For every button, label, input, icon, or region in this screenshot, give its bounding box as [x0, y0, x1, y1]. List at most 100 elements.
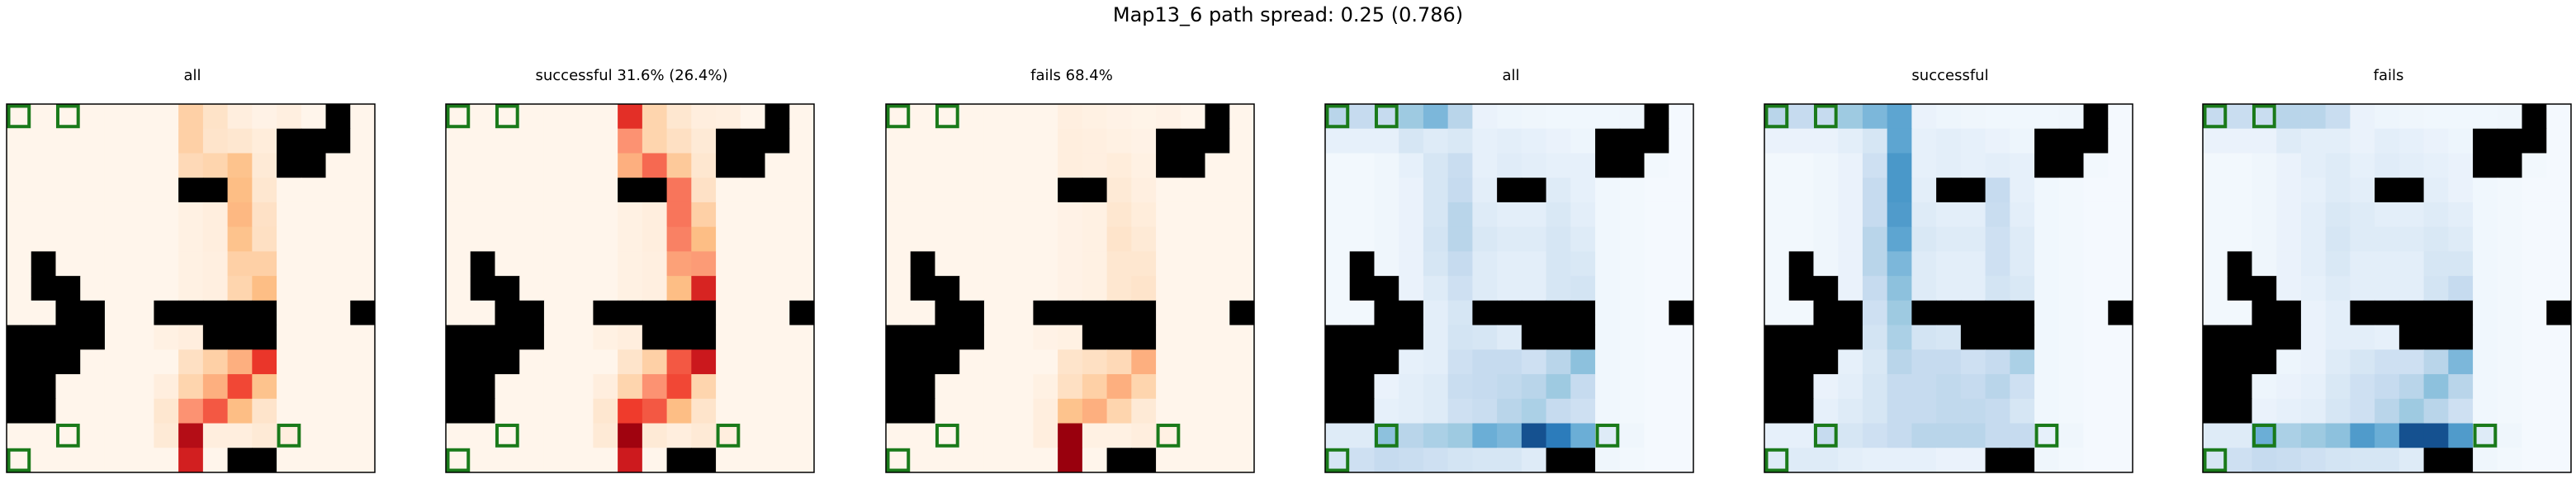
panel-title-2: successful 31.6% (26.4%) [535, 67, 728, 84]
heatmap-cell [1008, 104, 1034, 130]
heatmap-cell [1033, 226, 1058, 252]
heatmap-cell [1423, 153, 1449, 178]
plot-frame [1324, 103, 1694, 473]
heatmap-cell [959, 153, 985, 178]
heatmap-cell [1325, 300, 1351, 326]
heatmap-cell [789, 423, 815, 448]
goal-marker [1156, 424, 1181, 448]
heatmap-cell [1058, 153, 1083, 178]
heatmap-cell [1887, 276, 1912, 301]
heatmap-cell [154, 202, 179, 228]
heatmap-cell [1960, 202, 1986, 228]
heatmap-cell [2398, 128, 2425, 154]
heatmap-panel-6 [2202, 103, 2572, 473]
heatmap-cell [1205, 202, 1230, 228]
heatmap-cell [1669, 178, 1694, 203]
heatmap-cell [1838, 349, 1863, 375]
heatmap-cell [1619, 423, 1646, 448]
heatmap-cell [642, 398, 668, 424]
obstacle-cell [2375, 178, 2400, 203]
heatmap-cell [568, 251, 594, 277]
heatmap-cell [227, 226, 253, 252]
heatmap-cell [325, 325, 351, 350]
heatmap-cell [1423, 349, 1449, 375]
heatmap-cell [2083, 226, 2109, 252]
heatmap-cell [1447, 178, 1473, 203]
heatmap-cell [1497, 276, 1522, 301]
heatmap-cell [2497, 398, 2523, 424]
obstacle-cell [740, 128, 766, 154]
heatmap-cell [1936, 104, 1962, 130]
heatmap-cell [1813, 251, 1839, 277]
heatmap-cell [1205, 448, 1230, 473]
heatmap-cell [1106, 202, 1132, 228]
heatmap-cell [2227, 448, 2252, 473]
heatmap-cell [519, 153, 545, 178]
heatmap-cell [1349, 202, 1375, 228]
obstacle-cell [470, 398, 495, 424]
heatmap-cell [1862, 226, 1888, 252]
heatmap-cell [1229, 178, 1255, 203]
obstacle-cell [959, 300, 985, 326]
heatmap-cell [1619, 325, 1646, 350]
heatmap-cell [716, 423, 741, 448]
heatmap-cell [1374, 251, 1399, 277]
heatmap-cell [1936, 374, 1962, 400]
heatmap-cell [2083, 300, 2109, 326]
obstacle-cell [2058, 128, 2085, 154]
heatmap-cell [1570, 374, 1596, 400]
obstacle-cell [593, 300, 618, 326]
heatmap-cell [1862, 300, 1888, 326]
heatmap-cell [1960, 226, 1986, 252]
heatmap-cell [1546, 349, 1571, 375]
heatmap-cell [1936, 448, 1962, 473]
heatmap-cell [2325, 325, 2351, 350]
obstacle-cell [277, 128, 302, 154]
heatmap-cell [1521, 202, 1547, 228]
heatmap-cell [1156, 349, 1181, 375]
heatmap-cell [1813, 178, 1839, 203]
obstacle-cell [1106, 448, 1132, 473]
obstacle-cell [2448, 300, 2474, 326]
heatmap-cell [104, 226, 130, 252]
heatmap-cell [2300, 178, 2327, 203]
heatmap-cell [568, 398, 594, 424]
obstacle-cell [1374, 349, 1399, 375]
heatmap-cell [765, 251, 790, 277]
heatmap-cell [1862, 374, 1888, 400]
heatmap-cell [593, 325, 618, 350]
heatmap-cell [1156, 276, 1181, 301]
heatmap-cell [1082, 202, 1108, 228]
heatmap-cell [1788, 423, 1814, 448]
heatmap-cell [7, 276, 32, 301]
heatmap-cell [1497, 128, 1522, 154]
heatmap-cell [2034, 251, 2060, 277]
heatmap-cell [666, 398, 692, 424]
heatmap-cell [2497, 104, 2523, 130]
heatmap-cell [2375, 448, 2400, 473]
heatmap-cell [1008, 423, 1034, 448]
heatmap-cell [691, 251, 717, 277]
heatmap-cell [2473, 276, 2498, 301]
heatmap-cell [2423, 398, 2449, 424]
heatmap-cell [1644, 226, 1669, 252]
heatmap-cell [1008, 349, 1034, 375]
heatmap-cell [2058, 423, 2085, 448]
obstacle-cell [55, 325, 81, 350]
heatmap-cell [1838, 128, 1863, 154]
heatmap-cell [1180, 448, 1206, 473]
heatmap-cell [983, 153, 1010, 178]
heatmap-cell [80, 128, 106, 154]
heatmap-cell [789, 349, 815, 375]
heatmap-cell [325, 276, 351, 301]
heatmap-cell [301, 374, 327, 400]
heatmap-cell [470, 423, 495, 448]
heatmap-cell [1521, 398, 1547, 424]
heatmap-cell [910, 300, 935, 326]
heatmap-cell [7, 423, 32, 448]
heatmap-cell [691, 423, 717, 448]
heatmap-cell [789, 226, 815, 252]
heatmap-cell [1008, 202, 1034, 228]
heatmap-cell [2276, 374, 2302, 400]
heatmap-cell [886, 153, 912, 178]
